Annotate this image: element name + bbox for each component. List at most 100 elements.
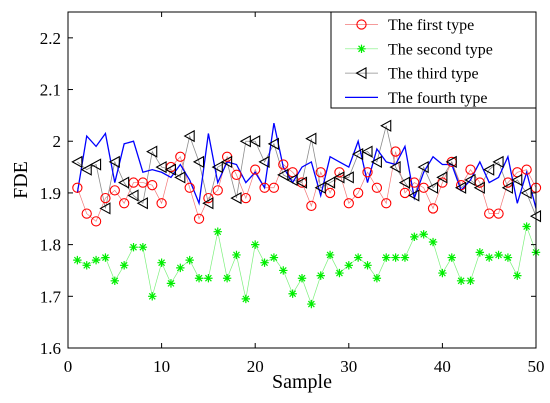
series-2-point-5: [110, 276, 119, 285]
series-2-line: [77, 225, 537, 306]
axes-frame: [67, 11, 537, 349]
series-1-point-34: [381, 198, 392, 209]
series-1-point-39: [427, 203, 439, 214]
series-2-point-27: [316, 271, 325, 280]
series-2-point-34: [382, 253, 391, 262]
legend-item-2: The second type: [345, 41, 493, 58]
series-1-point-23: [278, 159, 289, 170]
series-1-point-14: [193, 213, 205, 224]
series-1-point-9: [147, 180, 158, 191]
legend-label-3: The third type: [388, 66, 479, 83]
series-2-point-8: [138, 243, 148, 252]
series-3-point-26: [305, 132, 317, 145]
y-tick-label: 2: [53, 132, 62, 151]
series-1-point-33: [371, 182, 383, 193]
series-3-point-24: [286, 173, 298, 187]
series-2-point-3: [91, 255, 101, 265]
series-2-point-14: [194, 274, 204, 283]
series-1-point-18: [231, 169, 242, 180]
y-tick-label: 1.7: [40, 287, 62, 306]
series-2-point-40: [438, 268, 447, 278]
series-2-point-30: [344, 261, 353, 270]
series-3-point-14: [192, 155, 205, 169]
series-1-point-20: [250, 164, 261, 175]
series-1-point-6: [119, 198, 130, 209]
series-2-point-19: [241, 294, 251, 304]
series-3-point-28: [323, 176, 336, 189]
series-3-point-23: [277, 168, 289, 181]
series-2-point-21: [260, 258, 269, 267]
series-3-point-42: [454, 181, 467, 194]
series-2-point-41: [447, 253, 456, 262]
series-3-point-13: [183, 129, 195, 143]
series-2-point-1: [73, 255, 82, 265]
series-3-point-21: [258, 155, 270, 169]
y-tick-label: 2.1: [40, 81, 61, 100]
series-2-point-42: [456, 276, 466, 285]
series-2-point-24: [288, 289, 297, 298]
series-2-point-4: [101, 253, 110, 262]
series-2-point-43: [466, 276, 475, 285]
series-2-point-28: [325, 250, 335, 260]
series-2-point-47: [503, 253, 513, 262]
series-1-point-5: [109, 185, 120, 196]
x-tick-label: 30: [340, 357, 357, 376]
legend-item-3: The third type: [345, 66, 479, 83]
series-2-point-7: [129, 243, 138, 252]
series-3-point-35: [389, 160, 401, 174]
x-tick-label: 50: [528, 357, 545, 376]
series-3-point-16: [211, 160, 223, 174]
legend-item-4: The fourth type: [345, 90, 488, 107]
series-3-point-3: [89, 158, 102, 171]
series-3-point-18: [230, 191, 242, 205]
series-3-point-34: [380, 119, 392, 132]
series-3-point-9: [146, 145, 158, 158]
series-3-point-8: [136, 197, 148, 210]
y-tick-label: 1.9: [40, 184, 61, 203]
series-2-point-39: [428, 237, 438, 247]
x-tick-label: 20: [247, 357, 264, 376]
legend-item-1: The first type: [345, 17, 474, 34]
legend-marker-3: [355, 66, 367, 80]
y-tick-label: 1.6: [40, 339, 61, 358]
series-3-point-39: [426, 181, 439, 194]
series-2-point-20: [251, 240, 260, 249]
series-2-point-45: [485, 253, 494, 262]
series-2-point-26: [307, 299, 316, 309]
series-2-point-10: [157, 258, 166, 267]
series-1-point-2: [81, 208, 92, 219]
y-tick-label: 1.8: [40, 236, 61, 255]
series-3-point-43: [464, 173, 476, 187]
series-1-point-22: [268, 182, 280, 193]
series-1-point-46: [493, 208, 504, 219]
series-3-point-17: [220, 155, 233, 169]
series-2-point-17: [222, 274, 232, 283]
series-3-point-45: [483, 163, 495, 176]
series-3-point-41: [445, 155, 457, 169]
series-1-point-27: [315, 167, 326, 178]
series-2-point-2: [82, 261, 91, 270]
legend-label-4: The fourth type: [388, 90, 488, 107]
legend-label-2: The second type: [388, 41, 493, 58]
series-2-point-29: [335, 268, 344, 278]
series-3-point-11: [164, 163, 177, 176]
series-2-point-32: [363, 261, 372, 270]
legend-marker-1: [356, 19, 367, 30]
series-2-point-44: [475, 248, 485, 257]
series-2-point-49: [522, 222, 531, 231]
series-3-point-37: [408, 189, 420, 202]
series-2-point-46: [494, 250, 503, 260]
series-3-point-2: [80, 163, 92, 176]
x-tick-label: 10: [153, 357, 170, 376]
series-2-point-36: [400, 253, 410, 262]
series-3-point-40: [436, 171, 448, 184]
series-3-point-36: [398, 176, 411, 189]
series-2-point-22: [269, 253, 279, 262]
plot-area: [71, 119, 542, 309]
series-1-point-1: [72, 182, 83, 193]
series-2-point-15: [204, 274, 213, 283]
series-2-point-25: [297, 274, 307, 283]
series-1-point-49: [521, 164, 532, 175]
series-1-point-36: [399, 187, 411, 199]
series-3-point-31: [352, 148, 364, 161]
